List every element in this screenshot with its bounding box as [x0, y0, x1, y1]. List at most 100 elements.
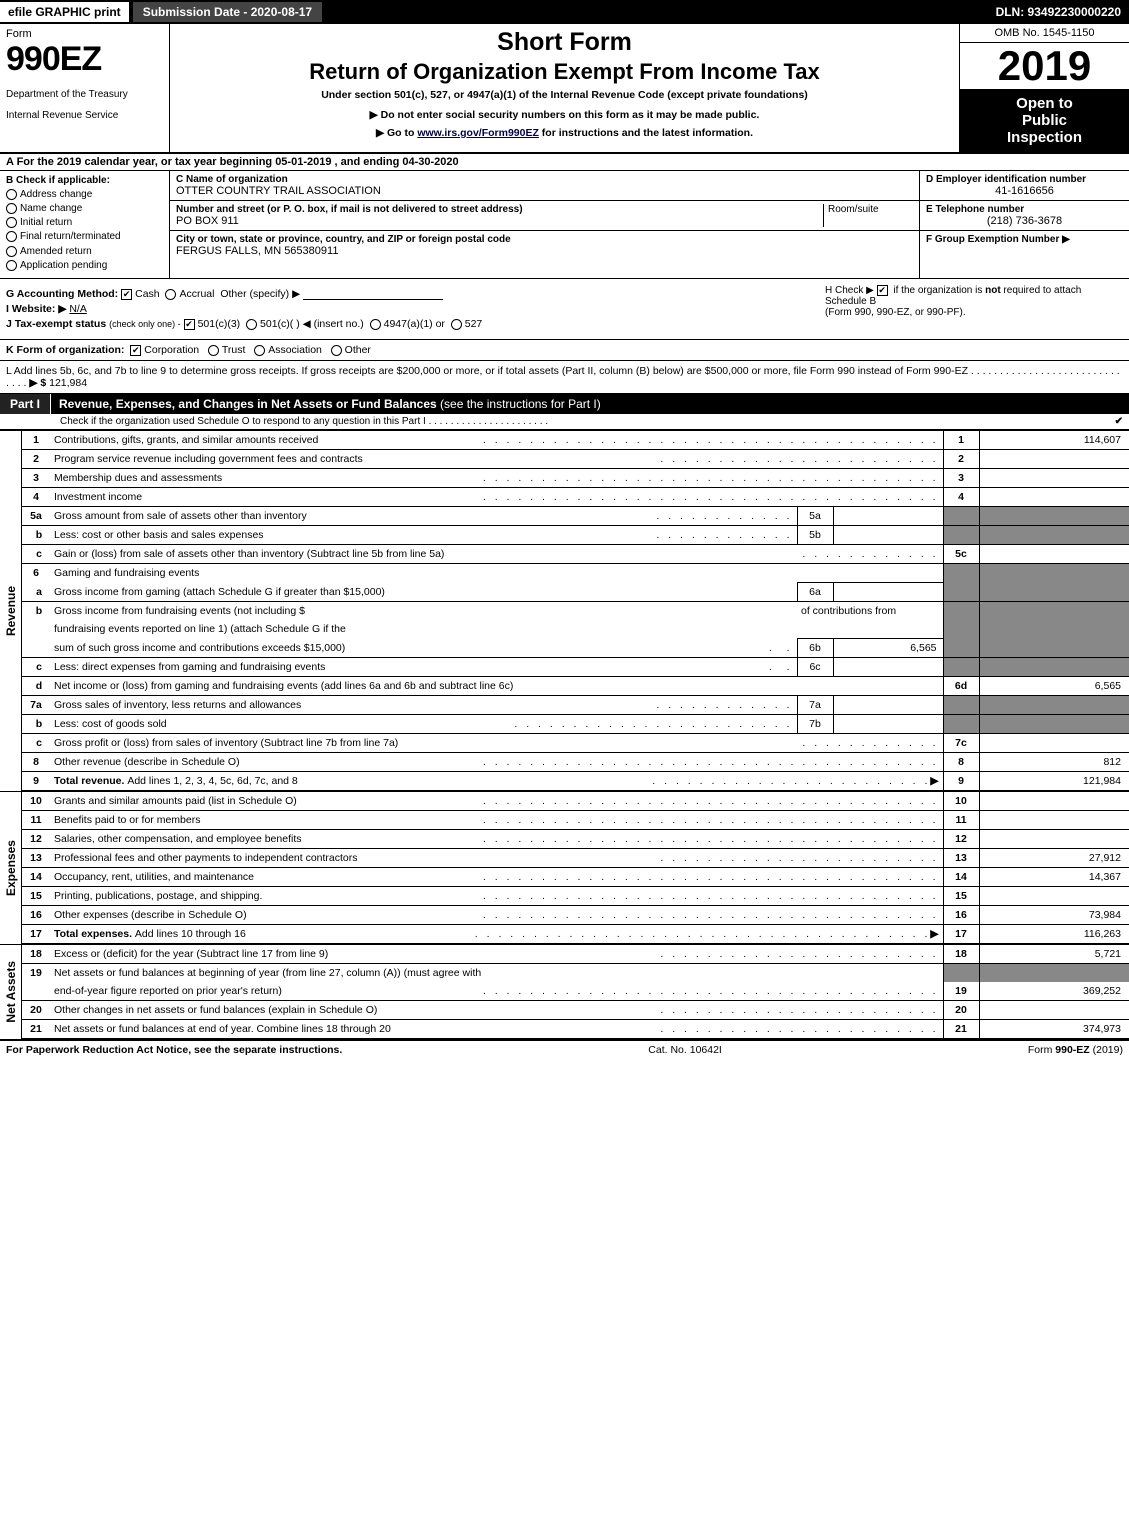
footer-right-bold: 990-EZ [1055, 1044, 1089, 1056]
line-5b-num: b [22, 525, 50, 544]
line-19-shade2 [979, 963, 1129, 982]
line-13: 13Professional fees and other payments t… [22, 848, 1129, 867]
dots: . . . . . . . . . . . . . . . . . . . . … [660, 1004, 938, 1016]
net-assets-vlabel: Net Assets [2, 957, 20, 1027]
line-8-text: Other revenue (describe in Schedule O) [54, 756, 483, 768]
dln-label: DLN: 93492230000220 [988, 2, 1129, 22]
dots: . . . . . . . . . . . . . . . . . . . . … [483, 890, 939, 902]
footer-center: Cat. No. 10642I [342, 1044, 1028, 1056]
line-5a: 5a Gross amount from sale of assets othe… [22, 506, 1129, 525]
chk-address-change-label: Address change [20, 189, 92, 200]
line-6b-shade2c [979, 638, 1129, 657]
h-text4: (Form 990, 990-EZ, or 990-PF). [825, 307, 966, 318]
chk-name-change[interactable]: Name change [6, 203, 163, 214]
line-7b-num: b [22, 714, 50, 733]
opt-501c3: 501(c)(3) [198, 318, 241, 330]
org-info-block: B Check if applicable: Address change Na… [0, 171, 1129, 279]
line-5b-desc: Less: cost or other basis and sales expe… [50, 525, 797, 544]
section-def: D Employer identification number 41-1616… [919, 171, 1129, 278]
line-15-desc: Printing, publications, postage, and shi… [50, 886, 943, 905]
line-6c-inum: 6c [797, 657, 833, 676]
chk-initial-return[interactable]: Initial return [6, 217, 163, 228]
part-1-subnote: Check if the organization used Schedule … [0, 414, 1129, 430]
line-17-num: 17 [22, 924, 50, 943]
chk-501c3[interactable] [184, 319, 195, 330]
chk-corporation[interactable] [130, 345, 141, 356]
chk-accrual[interactable] [165, 289, 176, 300]
line-7a: 7a Gross sales of inventory, less return… [22, 695, 1129, 714]
line-19-desc1: Net assets or fund balances at beginning… [50, 963, 943, 982]
expenses-vlabel: Expenses [2, 836, 20, 900]
line-7b-shade1 [943, 714, 979, 733]
line-7a-ival [833, 695, 943, 714]
line-3: 3 Membership dues and assessments. . . .… [22, 468, 1129, 487]
line-11-oval [979, 810, 1129, 829]
line-19-onum: 19 [943, 982, 979, 1001]
section-l-value: 121,984 [49, 377, 87, 389]
dots: . . . . . . . . . . . . . . . . . . . . … [483, 795, 939, 807]
line-18-oval: 5,721 [979, 945, 1129, 964]
line-6d-oval: 6,565 [979, 676, 1129, 695]
chk-address-change[interactable]: Address change [6, 189, 163, 200]
tax-exempt-note: (check only one) - [109, 319, 181, 329]
other-specify-line[interactable] [303, 288, 443, 300]
part-1-header-wrap: Part I Revenue, Expenses, and Changes in… [0, 394, 1129, 430]
line-12: 12Salaries, other compensation, and empl… [22, 829, 1129, 848]
line-4-onum: 4 [943, 487, 979, 506]
line-15: 15Printing, publications, postage, and s… [22, 886, 1129, 905]
line-6b-desc3: sum of such gross income and contributio… [50, 638, 797, 657]
chk-application-pending[interactable]: Application pending [6, 260, 163, 271]
line-5c-text: Gain or (loss) from sale of assets other… [54, 548, 802, 560]
dots: . . . . . . . . . . . . [802, 548, 938, 560]
line-9-rest: Add lines 1, 2, 3, 4, 5c, 6d, 7c, and 8 [127, 775, 297, 787]
line-10-desc: Grants and similar amounts paid (list in… [50, 792, 943, 811]
line-11-text: Benefits paid to or for members [54, 814, 483, 826]
form-number: 990EZ [6, 40, 163, 79]
chk-schedule-b[interactable] [877, 285, 888, 296]
line-12-desc: Salaries, other compensation, and employ… [50, 829, 943, 848]
net-assets-section: Net Assets 18Excess or (deficit) for the… [0, 944, 1129, 1039]
line-7c-text: Gross profit or (loss) from sales of inv… [54, 737, 802, 749]
line-17: 17Total expenses. Add lines 10 through 1… [22, 924, 1129, 943]
line-15-oval [979, 886, 1129, 905]
top-bar: efile GRAPHIC print Submission Date - 20… [0, 0, 1129, 24]
line-2-text: Program service revenue including govern… [54, 453, 660, 465]
line-13-onum: 13 [943, 848, 979, 867]
line-18-num: 18 [22, 945, 50, 964]
revenue-section: Revenue 1 Contributions, gifts, grants, … [0, 430, 1129, 791]
chk-association[interactable] [254, 345, 265, 356]
irs-link[interactable]: www.irs.gov/Form990EZ [417, 127, 539, 139]
chk-501c[interactable] [246, 319, 257, 330]
chk-other-org[interactable] [331, 345, 342, 356]
line-7a-shade2 [979, 695, 1129, 714]
line-3-oval [979, 468, 1129, 487]
line-6b-row1: b Gross income from fundraising events (… [22, 601, 1129, 620]
part-1-num: Part I [0, 394, 51, 414]
chk-trust[interactable] [208, 345, 219, 356]
chk-final-return[interactable]: Final return/terminated [6, 231, 163, 242]
section-ghij: G Accounting Method: Cash Accrual Other … [0, 279, 1129, 340]
chk-4947[interactable] [370, 319, 381, 330]
line-12-oval [979, 829, 1129, 848]
part-1-subnote-text: Check if the organization used Schedule … [60, 416, 426, 427]
dots: . . . . . . . . . . . . [656, 529, 792, 541]
line-6a-shade2 [979, 582, 1129, 601]
line-10-oval [979, 792, 1129, 811]
chk-amended-return[interactable]: Amended return [6, 246, 163, 257]
part-1-title: Revenue, Expenses, and Changes in Net As… [51, 394, 1129, 414]
line-21-text: Net assets or fund balances at end of ye… [54, 1023, 660, 1035]
section-b: B Check if applicable: Address change Na… [0, 171, 170, 278]
line-6b-text3: sum of such gross income and contributio… [54, 642, 763, 654]
chk-527[interactable] [451, 319, 462, 330]
line-6a-desc: Gross income from gaming (attach Schedul… [50, 582, 797, 601]
line-1-num: 1 [22, 431, 50, 450]
line-6a: a Gross income from gaming (attach Sched… [22, 582, 1129, 601]
line-1-oval: 114,607 [979, 431, 1129, 450]
line-1-onum: 1 [943, 431, 979, 450]
line-19-oval: 369,252 [979, 982, 1129, 1001]
line-6a-ival [833, 582, 943, 601]
line-9-desc: Total revenue. Add lines 1, 2, 3, 4, 5c,… [50, 771, 943, 790]
chk-cash[interactable] [121, 289, 132, 300]
efile-label[interactable]: efile GRAPHIC print [0, 2, 129, 22]
line-7b-text: Less: cost of goods sold [54, 718, 514, 730]
